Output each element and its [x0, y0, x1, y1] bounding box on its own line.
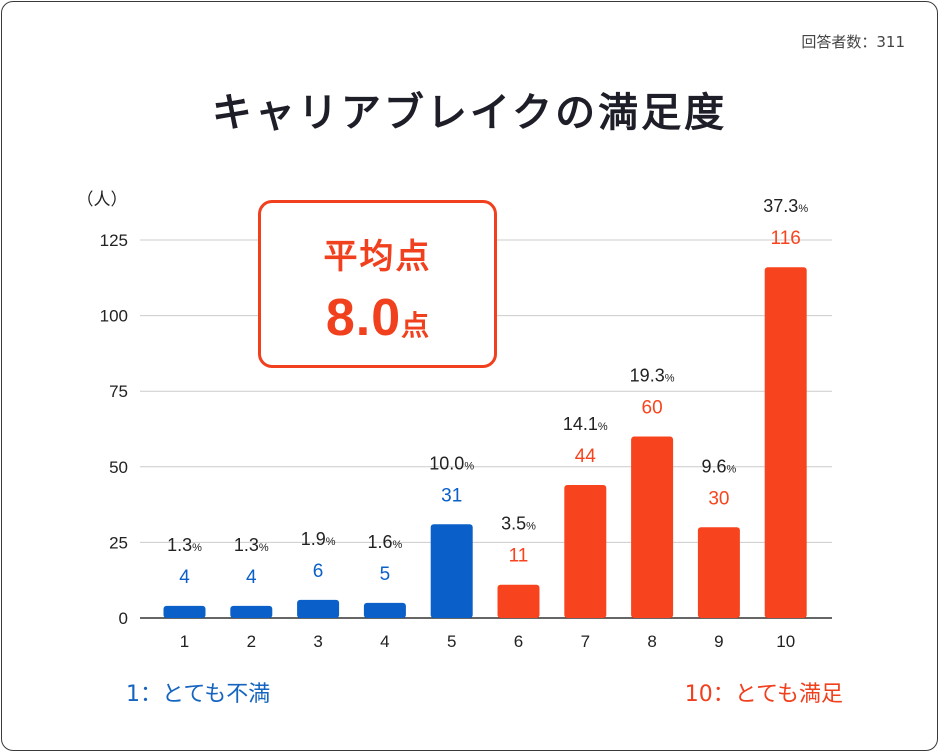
bar-percent-label: 19.3% [630, 366, 675, 386]
bar-count-label: 116 [771, 228, 801, 249]
bar [297, 599, 340, 618]
bar-percent-label: 1.6% [367, 532, 402, 552]
y-tick-label: 25 [109, 533, 128, 552]
x-tick-label: 2 [247, 632, 256, 651]
average-unit: 点 [401, 309, 430, 342]
y-tick-label: 0 [119, 609, 128, 628]
y-tick-label: 75 [109, 382, 128, 401]
bar-count-label: 60 [642, 398, 663, 419]
average-value: 8.0 [325, 289, 402, 347]
bar-percent-label: 9.6% [701, 456, 736, 476]
chart-title: キャリアブレイクの満足度 [211, 90, 728, 136]
x-tick-label: 3 [313, 632, 322, 651]
average-score-box: 平均点 8.0点 [258, 200, 497, 368]
x-tick-label: 9 [714, 632, 723, 651]
bar [497, 584, 540, 618]
bar-count-label: 30 [708, 488, 729, 509]
y-axis-label: （人） [77, 190, 128, 210]
bar-count-label: 11 [509, 546, 529, 567]
y-tick-label: 125 [100, 231, 128, 250]
bar-count-label: 6 [313, 561, 324, 582]
bar-percent-label: 1.3% [167, 535, 202, 555]
bar-percent-label: 10.0% [429, 453, 474, 473]
x-tick-label: 6 [514, 632, 523, 651]
bar-count-label: 4 [179, 567, 190, 588]
bar-percent-label: 14.1% [563, 414, 608, 434]
bar [363, 602, 406, 618]
bar-percent-label: 1.3% [234, 535, 269, 555]
bar [697, 527, 740, 618]
x-tick-label: 7 [581, 632, 590, 651]
average-value-row: 8.0点 [261, 288, 494, 348]
bar-percent-label: 3.5% [501, 514, 536, 534]
scale-high-note: 10：とても満足 [684, 682, 843, 707]
average-label: 平均点 [323, 237, 432, 277]
x-tick-label: 4 [380, 632, 389, 651]
y-tick-label: 50 [109, 458, 128, 477]
x-tick-label: 10 [776, 632, 795, 651]
x-tick-label: 5 [447, 632, 456, 651]
y-tick-label: 100 [100, 307, 128, 326]
bar [230, 605, 273, 618]
bar-percent-label: 37.3% [763, 196, 808, 216]
bar [430, 524, 473, 618]
bar [631, 436, 674, 618]
bar-count-label: 44 [575, 446, 597, 467]
bar [564, 484, 607, 618]
bar-count-label: 4 [246, 567, 257, 588]
bar [764, 267, 807, 618]
respondent-count: 回答者数：311 [801, 33, 905, 51]
bar-percent-label: 1.9% [301, 529, 336, 549]
x-tick-label: 1 [180, 632, 189, 651]
scale-low-note: 1：とても不満 [126, 682, 271, 707]
x-tick-label: 8 [647, 632, 656, 651]
bar [163, 605, 206, 618]
bar-count-label: 31 [441, 485, 462, 506]
bar-count-label: 5 [380, 564, 391, 585]
